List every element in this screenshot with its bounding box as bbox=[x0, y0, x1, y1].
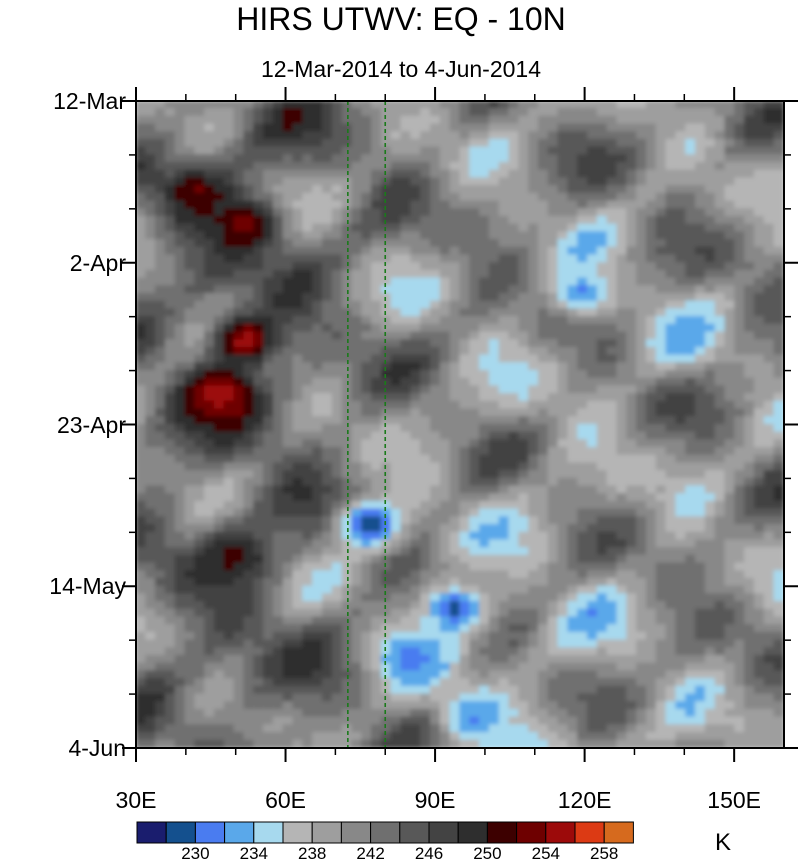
y-tick-label: 2-Apr bbox=[69, 249, 126, 276]
colorbar-swatch bbox=[545, 821, 576, 844]
x-tick-label: 150E bbox=[707, 787, 761, 813]
colorbar-swatch bbox=[603, 821, 634, 844]
x-tick-label: 60E bbox=[265, 787, 306, 813]
axis-ticks bbox=[122, 87, 798, 762]
colorbar-swatch bbox=[428, 821, 459, 844]
x-tick-label: 120E bbox=[557, 787, 612, 813]
x-tick-label: 30E bbox=[115, 787, 157, 813]
colorbar-swatch bbox=[574, 821, 605, 844]
colorbar-swatch bbox=[224, 821, 255, 844]
y-tick-label: 14-May bbox=[49, 573, 126, 600]
colorbar-swatch bbox=[165, 821, 196, 844]
colorbar-swatch bbox=[516, 821, 547, 844]
colorbar-tick-label: 258 bbox=[590, 844, 619, 863]
y-tick-label: 23-Apr bbox=[56, 411, 126, 438]
colorbar-swatch bbox=[340, 821, 372, 844]
colorbar-tick-label: 254 bbox=[531, 844, 560, 863]
colorbar-swatch bbox=[194, 821, 226, 844]
chart-title: HIRS UTWV: EQ - 10N bbox=[236, 1, 566, 37]
colorbar-swatch bbox=[399, 821, 430, 844]
colorbar-swatch bbox=[486, 821, 518, 844]
reference-lines bbox=[347, 101, 387, 748]
colorbar-tick-label: 246 bbox=[414, 844, 444, 863]
colorbar-swatch bbox=[311, 821, 342, 844]
chart-subtitle: 12-Mar-2014 to 4-Jun-2014 bbox=[261, 56, 541, 82]
colorbar-tick-label: 250 bbox=[473, 844, 502, 863]
colorbar-swatch bbox=[136, 821, 167, 844]
x-tick-label: 90E bbox=[414, 787, 456, 813]
colorbar-unit: K bbox=[715, 829, 732, 856]
colorbar-tick-label: 242 bbox=[356, 844, 385, 863]
colorbar-tick-label: 230 bbox=[181, 844, 210, 863]
colorbar bbox=[136, 821, 634, 844]
heatmap-field bbox=[136, 101, 784, 748]
colorbar-swatch bbox=[253, 821, 284, 844]
colorbar-swatch bbox=[282, 821, 313, 844]
colorbar-swatch bbox=[457, 821, 488, 844]
colorbar-tick-label: 234 bbox=[239, 844, 268, 863]
colorbar-swatch bbox=[370, 821, 401, 844]
y-tick-label: 4-Jun bbox=[68, 735, 126, 761]
y-tick-label: 12-Mar bbox=[53, 88, 126, 114]
colorbar-tick-label: 238 bbox=[298, 844, 327, 863]
